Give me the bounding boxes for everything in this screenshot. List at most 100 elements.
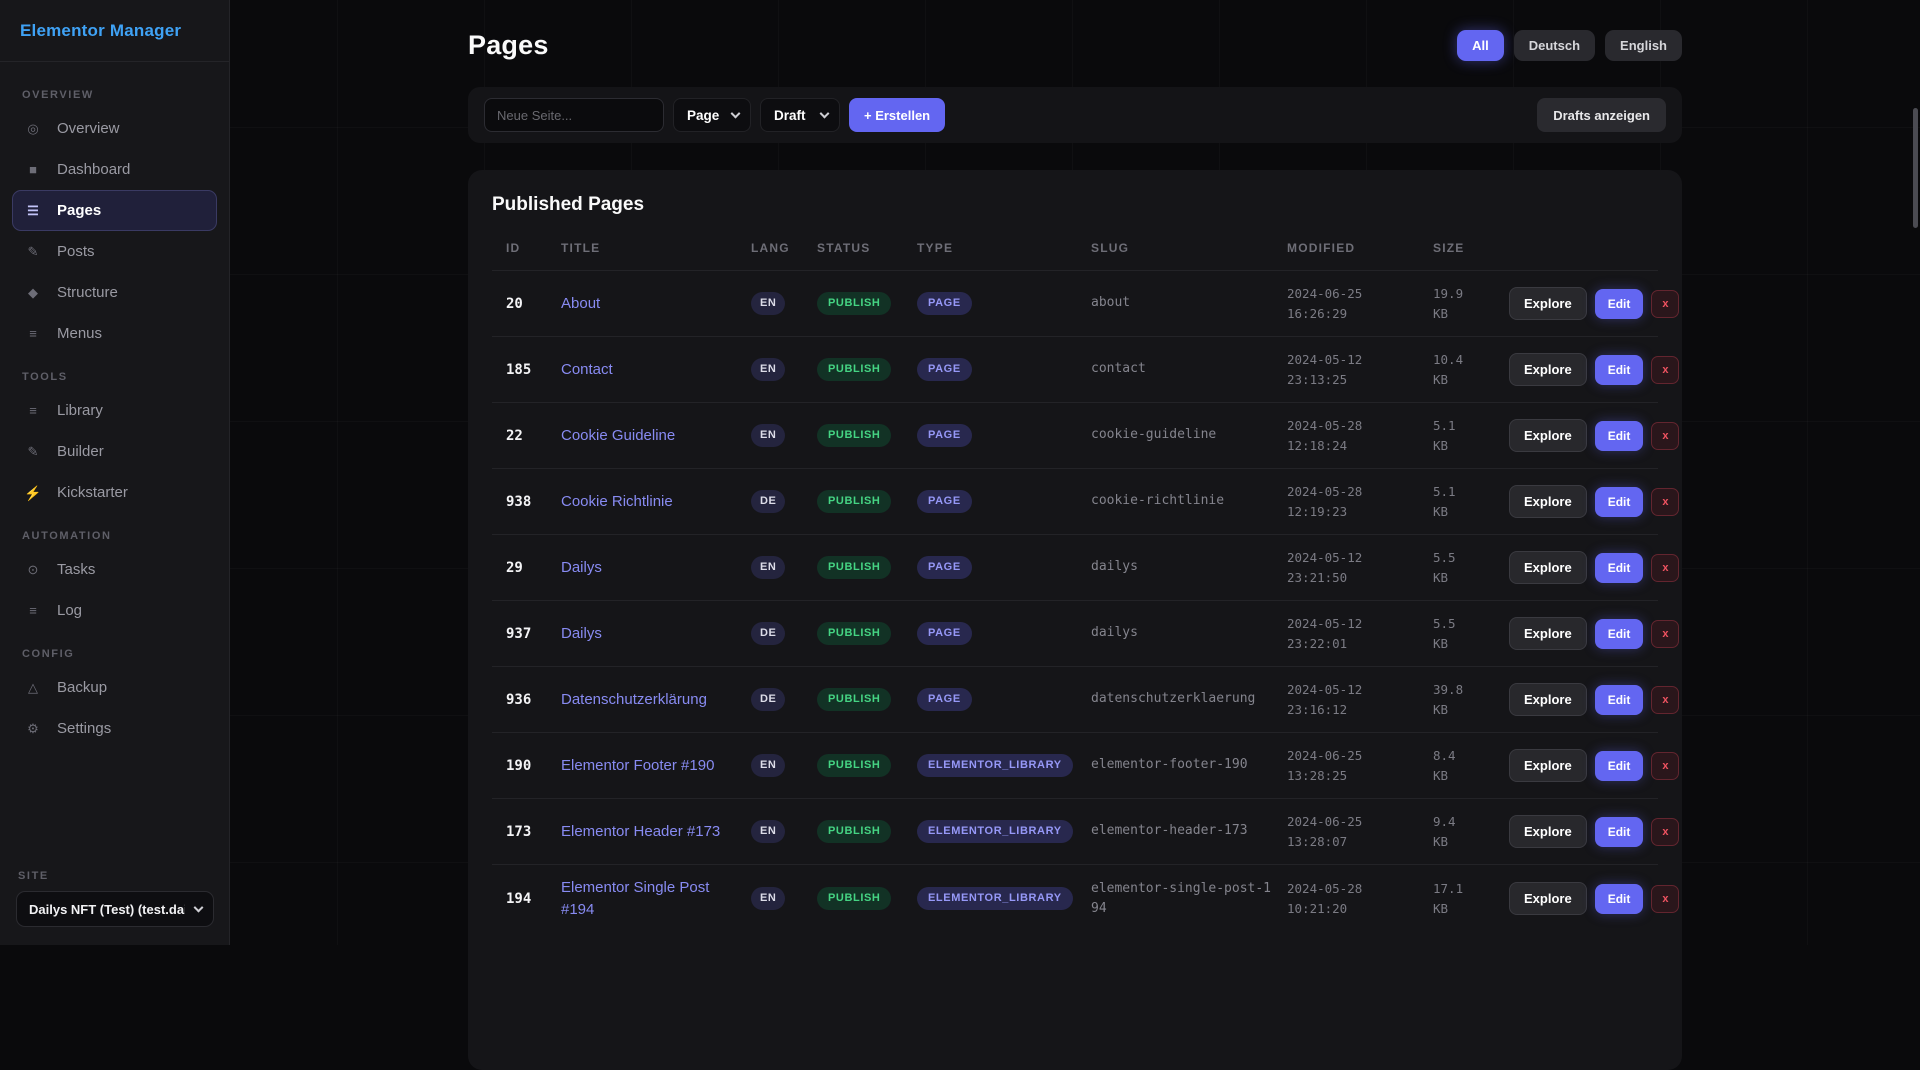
delete-button[interactable]: x	[1651, 620, 1679, 648]
row-title-link[interactable]: Elementor Footer #190	[561, 755, 726, 777]
sidebar-item-posts[interactable]: ✎ Posts	[12, 231, 217, 272]
edit-button[interactable]: Edit	[1595, 884, 1644, 914]
row-title-link[interactable]: Cookie Richtlinie	[561, 491, 685, 513]
delete-button[interactable]: x	[1651, 686, 1679, 714]
edit-button[interactable]: Edit	[1595, 685, 1644, 715]
sidebar-item-pages[interactable]: ☰ Pages	[12, 190, 217, 231]
edit-button[interactable]: Edit	[1595, 487, 1644, 517]
delete-button[interactable]: x	[1651, 356, 1679, 384]
edit-button[interactable]: Edit	[1595, 553, 1644, 583]
brand: Elementor Manager	[0, 0, 229, 62]
row-title-link[interactable]: Datenschutzerklärung	[561, 689, 719, 711]
row-slug: elementor-header-173	[1091, 821, 1287, 841]
explore-button[interactable]: Explore	[1509, 683, 1587, 716]
explore-button[interactable]: Explore	[1509, 749, 1587, 782]
delete-button[interactable]: x	[1651, 554, 1679, 582]
explore-button[interactable]: Explore	[1509, 419, 1587, 452]
sidebar-item-structure[interactable]: ◆ Structure	[12, 272, 217, 313]
explore-button[interactable]: Explore	[1509, 353, 1587, 386]
show-drafts-button[interactable]: Drafts anzeigen	[1537, 98, 1666, 132]
edit-button[interactable]: Edit	[1595, 619, 1644, 649]
status-badge: PUBLISH	[817, 292, 891, 315]
table-row: 937 Dailys DE PUBLISH PAGE dailys 2024-0…	[492, 600, 1658, 666]
sidebar: Elementor Manager OVERVIEW ◎ Overview ■ …	[0, 0, 230, 945]
delete-button[interactable]: x	[1651, 290, 1679, 318]
row-slug: datenschutzerklaerung	[1091, 689, 1287, 709]
delete-button[interactable]: x	[1651, 422, 1679, 450]
row-title-link[interactable]: Dailys	[561, 623, 614, 645]
row-size: 5.1KB	[1433, 416, 1509, 456]
row-modified: 2024-05-2810:21:20	[1287, 879, 1433, 919]
sidebar-item-backup[interactable]: △ Backup	[12, 667, 217, 708]
sidebar-item-builder[interactable]: ✎ Builder	[12, 431, 217, 472]
scrollbar-thumb[interactable]	[1913, 108, 1918, 228]
row-modified: 2024-05-1223:13:25	[1287, 350, 1433, 390]
explore-button[interactable]: Explore	[1509, 815, 1587, 848]
app-title: Elementor Manager	[20, 21, 181, 41]
explore-button[interactable]: Explore	[1509, 551, 1587, 584]
row-title-link[interactable]: About	[561, 293, 612, 315]
sidebar-item-label: Overview	[57, 120, 120, 137]
type-badge: ELEMENTOR_LIBRARY	[917, 820, 1073, 843]
sidebar-item-log[interactable]: ≡ Log	[12, 590, 217, 631]
row-id: 29	[506, 560, 561, 576]
log-icon: ≡	[24, 604, 42, 617]
site-select[interactable]: Dailys NFT (Test) (test.daily	[16, 891, 214, 927]
row-title-link[interactable]: Cookie Guideline	[561, 425, 687, 447]
lang-badge: EN	[751, 358, 785, 381]
type-badge: PAGE	[917, 490, 972, 513]
table-row: 173 Elementor Header #173 EN PUBLISH ELE…	[492, 798, 1658, 864]
sidebar-item-menus[interactable]: ≡ Menus	[12, 313, 217, 354]
sidebar-item-library[interactable]: ≡ Library	[12, 390, 217, 431]
row-title-link[interactable]: Dailys	[561, 557, 614, 579]
sidebar-item-overview[interactable]: ◎ Overview	[12, 108, 217, 149]
lang-badge: EN	[751, 292, 785, 315]
lang-badge: EN	[751, 424, 785, 447]
row-size: 17.1KB	[1433, 879, 1509, 919]
delete-button[interactable]: x	[1651, 752, 1679, 780]
row-id: 22	[506, 428, 561, 444]
row-id: 185	[506, 362, 561, 378]
column-header-type: TYPE	[917, 241, 1091, 255]
explore-button[interactable]: Explore	[1509, 287, 1587, 320]
row-title-link[interactable]: Contact	[561, 359, 625, 381]
sidebar-nav: OVERVIEW ◎ Overview ■ Dashboard ☰ Pages …	[0, 62, 229, 870]
sidebar-item-settings[interactable]: ⚙ Settings	[12, 708, 217, 749]
edit-button[interactable]: Edit	[1595, 817, 1644, 847]
delete-button[interactable]: x	[1651, 488, 1679, 516]
sidebar-item-kickstarter[interactable]: ⚡ Kickstarter	[12, 472, 217, 513]
column-header-title: TITLE	[561, 241, 751, 255]
sidebar-item-label: Log	[57, 602, 82, 619]
explore-button[interactable]: Explore	[1509, 617, 1587, 650]
edit-button[interactable]: Edit	[1595, 751, 1644, 781]
delete-button[interactable]: x	[1651, 885, 1679, 913]
edit-button[interactable]: Edit	[1595, 421, 1644, 451]
published-pages-card: Published Pages ID TITLE LANG STATUS TYP…	[468, 170, 1682, 1070]
sidebar-item-label: Posts	[57, 243, 95, 260]
status-badge: PUBLISH	[817, 556, 891, 579]
filter-english-button[interactable]: English	[1605, 30, 1682, 61]
status-badge: PUBLISH	[817, 688, 891, 711]
sidebar-item-label: Structure	[57, 284, 118, 301]
explore-button[interactable]: Explore	[1509, 485, 1587, 518]
sidebar-item-dashboard[interactable]: ■ Dashboard	[12, 149, 217, 190]
filter-deutsch-button[interactable]: Deutsch	[1514, 30, 1595, 61]
create-button[interactable]: + Erstellen	[849, 98, 945, 132]
settings-icon: ⚙	[24, 722, 42, 735]
filter-all-button[interactable]: All	[1457, 30, 1504, 61]
row-slug: cookie-richtlinie	[1091, 491, 1287, 511]
row-title-link[interactable]: Elementor Header #173	[561, 821, 732, 843]
edit-button[interactable]: Edit	[1595, 289, 1644, 319]
page-type-select[interactable]: Page	[673, 98, 751, 132]
table-row: 29 Dailys EN PUBLISH PAGE dailys 2024-05…	[492, 534, 1658, 600]
edit-button[interactable]: Edit	[1595, 355, 1644, 385]
sidebar-item-label: Settings	[57, 720, 111, 737]
delete-button[interactable]: x	[1651, 818, 1679, 846]
row-title-link[interactable]: Elementor Single Post #194	[561, 877, 751, 921]
row-id: 20	[506, 296, 561, 312]
status-select[interactable]: Draft	[760, 98, 840, 132]
new-page-input[interactable]	[484, 98, 664, 132]
sidebar-item-tasks[interactable]: ⊙ Tasks	[12, 549, 217, 590]
lang-badge: DE	[751, 688, 785, 711]
explore-button[interactable]: Explore	[1509, 882, 1587, 915]
